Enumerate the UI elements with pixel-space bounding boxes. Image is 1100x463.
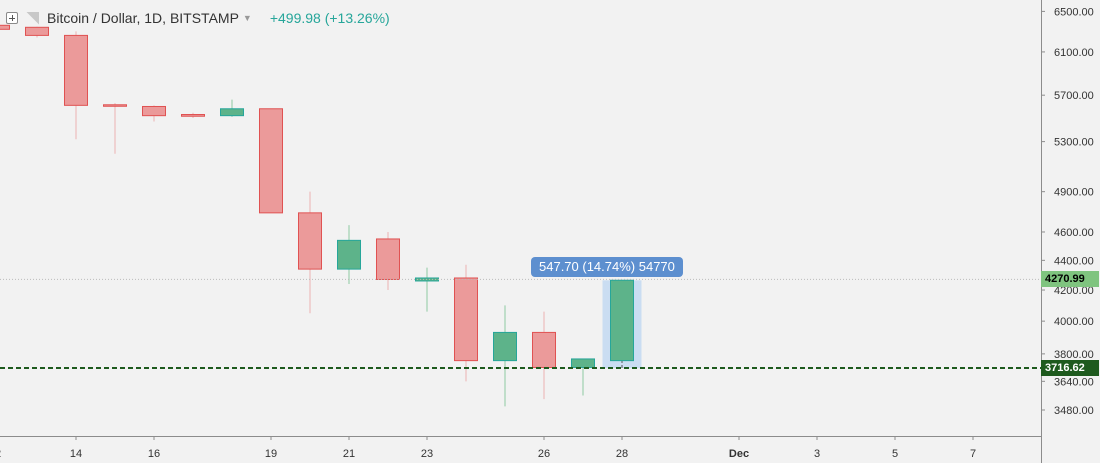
price-lines bbox=[0, 278, 1041, 370]
candle-body bbox=[571, 358, 595, 368]
x-tick-label: 23 bbox=[421, 448, 433, 460]
candle-body bbox=[298, 212, 322, 270]
candles bbox=[0, 24, 634, 407]
x-tick-label: 28 bbox=[616, 448, 628, 460]
x-tick-label: 5 bbox=[892, 448, 898, 460]
candle-body bbox=[0, 24, 10, 30]
x-tick-label: Dec bbox=[729, 448, 749, 460]
y-tick-label: 3640.00 bbox=[1054, 376, 1094, 388]
candle-body bbox=[532, 331, 556, 368]
candle bbox=[376, 231, 400, 291]
y-tick-label: 3480.00 bbox=[1054, 405, 1094, 417]
collapse-toggle-icon[interactable] bbox=[6, 12, 18, 24]
symbol-legend: Bitcoin / Dollar, 1D, BITSTAMP ▼ +499.98… bbox=[6, 6, 390, 30]
candle-body bbox=[220, 108, 244, 117]
chevron-down-icon[interactable]: ▼ bbox=[242, 13, 252, 23]
candle-body bbox=[493, 331, 517, 362]
grid bbox=[0, 0, 1041, 436]
y-tick-label: 5300.00 bbox=[1054, 137, 1094, 149]
candle-body bbox=[103, 104, 127, 107]
y-tick-label: 6500.00 bbox=[1054, 6, 1094, 18]
candle bbox=[610, 279, 634, 362]
price-change: +499.98 (+13.26%) bbox=[269, 10, 390, 26]
price-axis-background bbox=[1041, 0, 1100, 463]
candle-body bbox=[25, 26, 49, 36]
symbol-icon bbox=[26, 11, 39, 25]
candle bbox=[298, 191, 322, 314]
candle bbox=[259, 108, 283, 214]
x-tick-label: 16 bbox=[148, 448, 160, 460]
symbol-title[interactable]: Bitcoin / Dollar, 1D, BITSTAMP bbox=[47, 10, 239, 26]
candle bbox=[25, 26, 49, 38]
x-tick-label: 21 bbox=[343, 448, 355, 460]
candle-body bbox=[181, 114, 205, 117]
candle-body bbox=[259, 108, 283, 214]
candle bbox=[181, 112, 205, 118]
candle bbox=[220, 99, 244, 117]
candle bbox=[0, 24, 10, 30]
candle bbox=[532, 311, 556, 400]
candle-body bbox=[454, 277, 478, 362]
plot-background bbox=[0, 0, 1041, 436]
candle bbox=[337, 225, 361, 284]
y-tick-label: 5700.00 bbox=[1054, 90, 1094, 102]
last-price-label: 4270.99 bbox=[1041, 271, 1099, 288]
price-axis[interactable]: 3480.00 3640.00 3800.00 4000.00 4200.00 4400.… bbox=[1041, 0, 1100, 463]
candle bbox=[64, 31, 88, 140]
y-tick-label: 4400.00 bbox=[1054, 255, 1094, 267]
x-tick-label: 7 bbox=[970, 448, 976, 460]
candle-body bbox=[610, 279, 634, 362]
y-tick-label: 4600.00 bbox=[1054, 227, 1094, 239]
y-tick-label: 6100.00 bbox=[1054, 47, 1094, 59]
x-tick-label: 19 bbox=[265, 448, 277, 460]
measure-label: 547.70 (14.74%) 54770 bbox=[531, 257, 683, 277]
x-tick-label: 3 bbox=[814, 448, 820, 460]
candle-body bbox=[64, 34, 88, 106]
candle bbox=[103, 103, 127, 154]
y-tick-label: 3800.00 bbox=[1054, 349, 1094, 361]
x-tick-label: 2 bbox=[0, 448, 1, 460]
candle bbox=[454, 264, 478, 382]
x-tick-label: 14 bbox=[70, 448, 82, 460]
y-tick-label: 4200.00 bbox=[1054, 285, 1094, 297]
candle-body bbox=[376, 238, 400, 280]
y-tick-label: 4000.00 bbox=[1054, 316, 1094, 328]
y-tick-label: 4900.00 bbox=[1054, 187, 1094, 199]
support-price-label: 3716.62 bbox=[1041, 360, 1099, 377]
x-tick-label: 26 bbox=[538, 448, 550, 460]
candle bbox=[142, 105, 166, 122]
candle-body bbox=[142, 105, 166, 117]
candle-body bbox=[337, 239, 361, 270]
candle bbox=[493, 305, 517, 407]
candle bbox=[571, 358, 595, 396]
time-axis[interactable]: 2 14 16 19 21 23 26 28 Dec 3 5 7 bbox=[0, 436, 1041, 460]
